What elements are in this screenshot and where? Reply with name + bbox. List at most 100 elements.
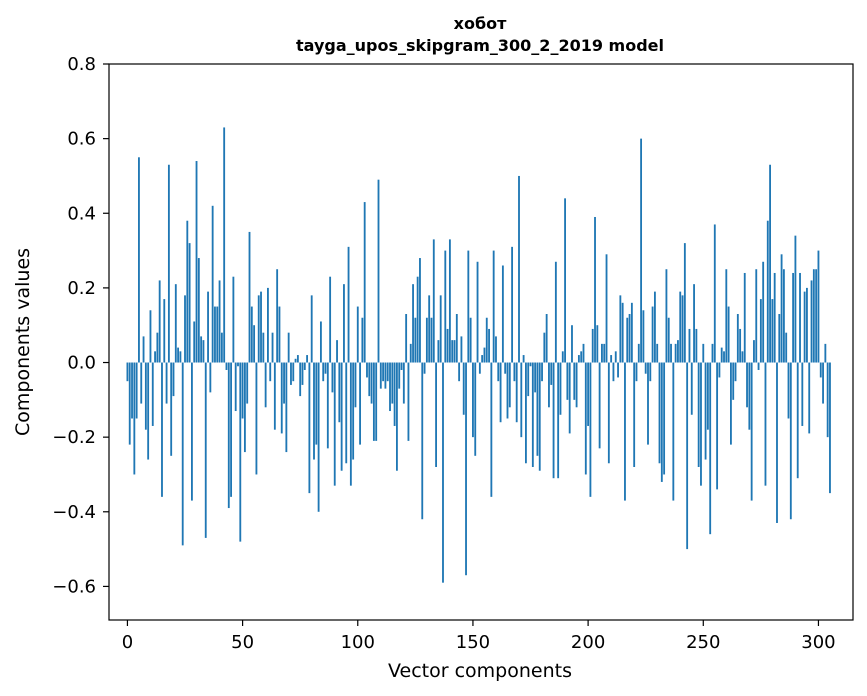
bar [181, 362, 184, 546]
bar [303, 362, 306, 370]
bar [780, 254, 783, 363]
bar [412, 284, 414, 363]
bar [197, 258, 200, 363]
bar [243, 362, 246, 453]
x-tick-label: 100 [341, 632, 375, 653]
bar [511, 246, 514, 363]
bar [177, 347, 180, 363]
bar [730, 362, 732, 445]
bar [617, 362, 619, 378]
bar [156, 332, 159, 363]
bar [534, 362, 537, 393]
bar [430, 317, 433, 363]
bar [711, 343, 714, 363]
bar [476, 261, 479, 363]
bar [442, 362, 444, 583]
bar [522, 355, 525, 363]
bar [294, 358, 297, 363]
bar [667, 317, 670, 363]
bar [628, 314, 631, 363]
bar [460, 336, 463, 363]
bar [147, 362, 150, 460]
bar [750, 362, 753, 501]
bar [695, 328, 698, 363]
bar [133, 362, 136, 475]
bar [396, 362, 398, 471]
bar [736, 314, 739, 363]
bar [817, 250, 820, 363]
bar [806, 287, 808, 363]
bar [193, 321, 196, 363]
bar [688, 328, 691, 363]
bar-series [126, 127, 831, 583]
x-tick-label: 200 [571, 632, 605, 653]
bar [285, 362, 288, 453]
bar [690, 362, 693, 415]
y-tick-label: 0.6 [67, 129, 96, 150]
bar [144, 362, 147, 430]
bar [218, 280, 221, 363]
bar [573, 362, 576, 400]
bar [278, 306, 281, 363]
bar [239, 362, 242, 542]
bar [262, 332, 265, 363]
bar [764, 362, 767, 486]
bar [566, 362, 569, 400]
bar [363, 202, 366, 363]
bar [368, 362, 371, 397]
bar [741, 351, 744, 363]
bar [656, 343, 659, 363]
bar [582, 343, 585, 363]
y-tick-label: 0.4 [67, 203, 96, 224]
bar [637, 343, 640, 363]
bar [292, 362, 295, 382]
bar [428, 295, 431, 363]
bar [753, 340, 755, 363]
bar [336, 340, 338, 363]
bar [700, 362, 702, 486]
bar [202, 340, 205, 363]
bar [577, 355, 580, 363]
bar [467, 250, 470, 363]
bar [796, 362, 799, 479]
bar [580, 351, 583, 363]
bar [792, 272, 795, 363]
bar [257, 295, 260, 363]
bar [561, 351, 564, 363]
bar [313, 362, 315, 460]
bar [601, 343, 603, 363]
bar [647, 362, 649, 445]
bar [207, 291, 209, 363]
bar [204, 362, 207, 538]
bar [538, 362, 541, 471]
bar [423, 362, 426, 374]
bar [186, 220, 189, 363]
bar [564, 198, 566, 363]
bar [184, 295, 186, 363]
bar [287, 332, 290, 363]
bar [138, 157, 140, 363]
bar [803, 291, 806, 363]
bar [665, 269, 668, 363]
bar [575, 362, 578, 408]
bar [529, 362, 532, 367]
bar [644, 362, 647, 374]
bar [718, 362, 721, 378]
bar [345, 362, 348, 464]
bar [635, 362, 638, 382]
bar [195, 161, 198, 363]
bar [587, 362, 590, 426]
bar [379, 362, 382, 389]
bar [255, 362, 258, 475]
bar [393, 362, 396, 426]
bar [559, 362, 562, 415]
bar [142, 336, 145, 363]
bar [172, 362, 175, 397]
bar [612, 362, 615, 382]
x-tick-label: 0 [122, 632, 133, 653]
bar [630, 302, 633, 363]
bar [824, 343, 827, 363]
bar [253, 325, 256, 363]
bar [276, 269, 279, 363]
bar [398, 362, 401, 389]
